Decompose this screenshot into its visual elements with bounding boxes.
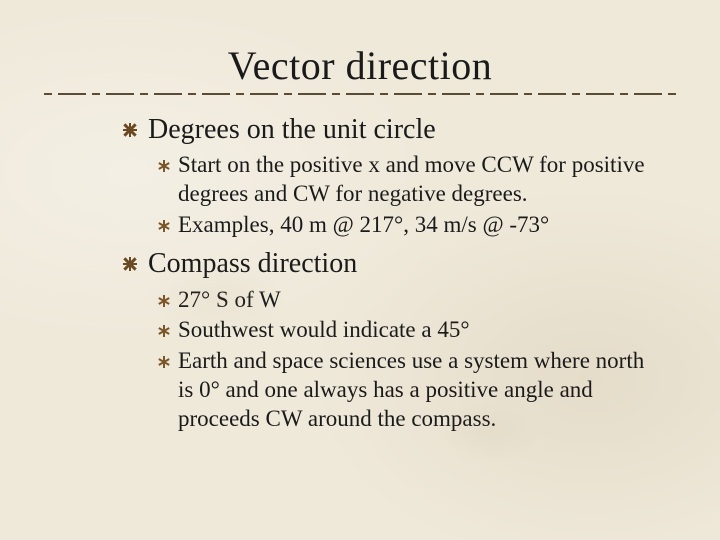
list-item: Earth and space sciences use a system wh…	[158, 347, 658, 433]
bullet-star-icon	[122, 256, 138, 272]
lvl2-text: Start on the positive x and move CCW for…	[178, 151, 658, 209]
sublist: Start on the positive x and move CCW for…	[122, 151, 658, 239]
list-item: Examples, 40 m @ 217°, 34 m/s @ -73°	[158, 211, 658, 240]
lvl2-text: Southwest would indicate a 45°	[178, 316, 470, 345]
list-item: Degrees on the unit circle	[122, 113, 658, 147]
slide-title: Vector direction	[228, 42, 493, 89]
slide: Vector direction Degrees on the unit cir…	[0, 0, 720, 540]
lvl2-text: Examples, 40 m @ 217°, 34 m/s @ -73°	[178, 211, 549, 240]
list-item: 27° S of W	[158, 286, 658, 315]
lvl2-text: 27° S of W	[178, 286, 281, 315]
bullet-small-star-icon	[158, 325, 170, 337]
bullet-small-star-icon	[158, 295, 170, 307]
slide-body: Degrees on the unit circle Start on the …	[44, 113, 676, 433]
lvl1-text: Compass direction	[148, 247, 357, 281]
list-item: Southwest would indicate a 45°	[158, 316, 658, 345]
bullet-small-star-icon	[158, 220, 170, 232]
sublist: 27° S of W Southwest would indicate a 45…	[122, 286, 658, 434]
bullet-star-icon	[122, 122, 138, 138]
lvl2-text: Earth and space sciences use a system wh…	[178, 347, 658, 433]
list-item: Start on the positive x and move CCW for…	[158, 151, 658, 209]
title-divider	[44, 93, 676, 95]
bullet-small-star-icon	[158, 356, 170, 368]
title-wrap: Vector direction	[44, 42, 676, 89]
list-item: Compass direction	[122, 247, 658, 281]
lvl1-text: Degrees on the unit circle	[148, 113, 436, 147]
bullet-small-star-icon	[158, 160, 170, 172]
